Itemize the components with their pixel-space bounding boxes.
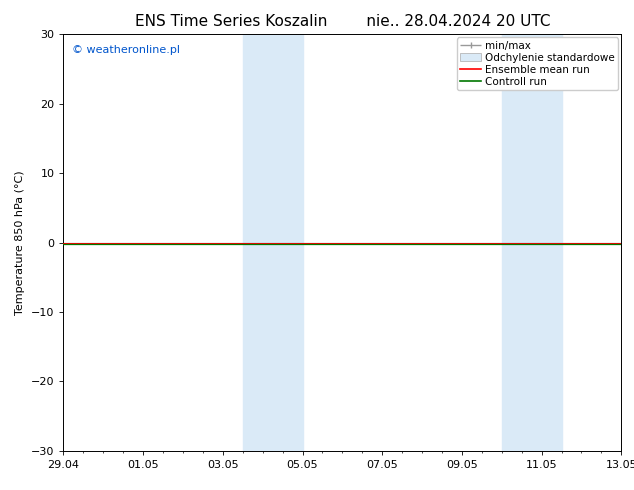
Bar: [501, 34, 562, 451]
Text: © weatheronline.pl: © weatheronline.pl: [72, 45, 180, 55]
Title: ENS Time Series Koszalin        nie.. 28.04.2024 20 UTC: ENS Time Series Koszalin nie.. 28.04.202…: [134, 14, 550, 29]
Y-axis label: Temperature 850 hPa (°C): Temperature 850 hPa (°C): [15, 170, 25, 315]
Legend: min/max, Odchylenie standardowe, Ensemble mean run, Controll run: min/max, Odchylenie standardowe, Ensembl…: [457, 37, 618, 90]
Bar: [243, 34, 302, 451]
